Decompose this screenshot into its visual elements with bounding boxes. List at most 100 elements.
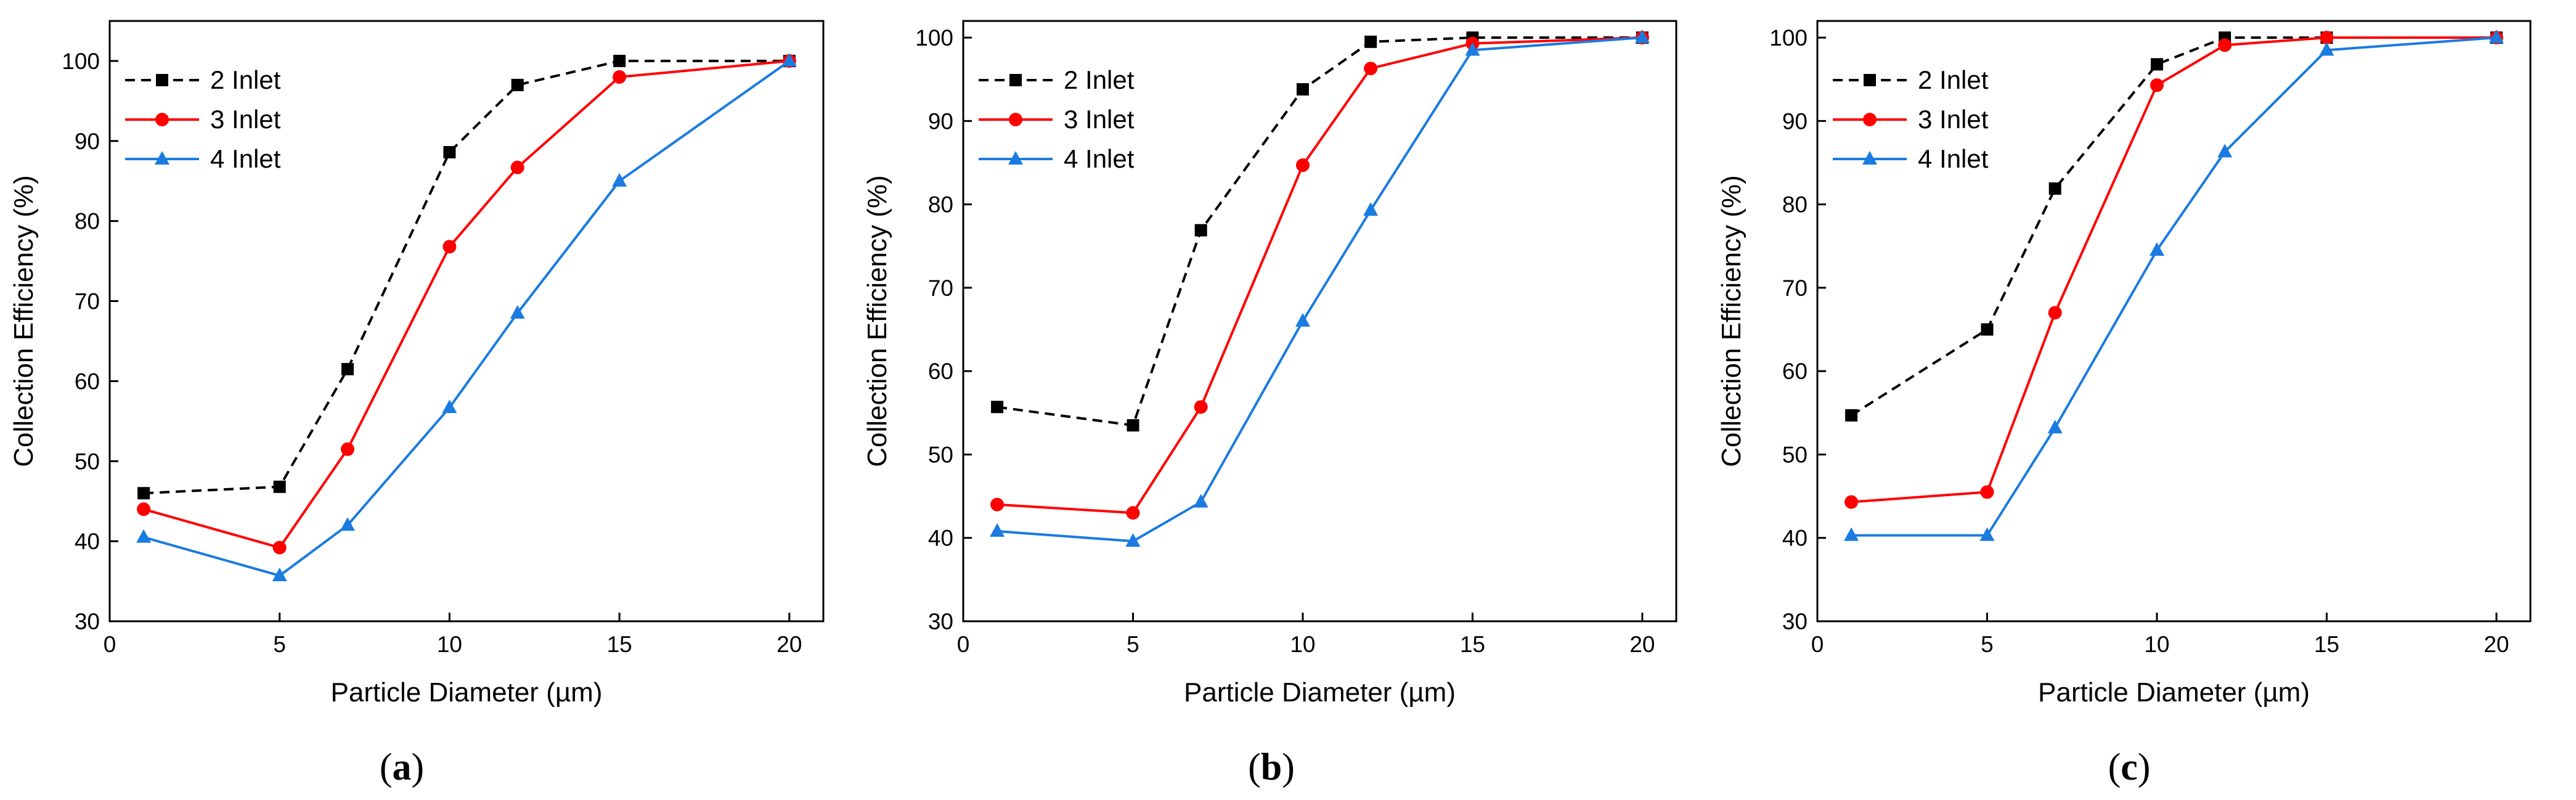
data-point-triangle (1193, 494, 1209, 508)
data-point-circle (1844, 495, 1859, 509)
x-tick-label: 20 (776, 632, 802, 657)
data-point-triangle (2319, 42, 2334, 56)
x-tick-label: 0 (957, 632, 970, 657)
legend-label: 3 Inlet (210, 105, 281, 134)
x-tick-label: 20 (1629, 632, 1655, 657)
y-tick-label: 90 (1782, 108, 1808, 134)
y-tick-label: 50 (1782, 442, 1808, 467)
data-point-triangle (990, 523, 1005, 537)
x-tick-label: 15 (1460, 632, 1485, 657)
x-axis-title: Particle Diameter (µm) (2038, 677, 2310, 708)
y-tick-label: 60 (1782, 359, 1808, 384)
series-line-2 (143, 60, 791, 577)
data-point-triangle (2047, 420, 2063, 434)
y-tick-label: 70 (928, 276, 953, 301)
legend-marker-triangle (155, 151, 169, 165)
data-point-triangle (781, 52, 797, 67)
legend-label: 4 Inlet (1064, 144, 1135, 173)
data-point-square (1981, 323, 1994, 336)
data-point-triangle (1125, 533, 1141, 547)
x-tick-label: 10 (2144, 632, 2169, 657)
y-axis-title: Collection Efficiency (%) (9, 175, 39, 467)
data-point-circle (2218, 38, 2232, 52)
y-tick-label: 100 (1769, 25, 1808, 51)
legend-marker-triangle (1008, 151, 1023, 165)
data-point-circle (510, 160, 524, 174)
data-point-triangle (136, 529, 152, 543)
data-point-circle (1364, 62, 1378, 76)
chart-panel-b: 0 5 10 15 20 30 40 50 60 70 80 90 100 Particle Diamet… (862, 20, 1677, 788)
x-tick-label: 5 (1127, 632, 1139, 657)
data-point-square (2150, 58, 2163, 71)
data-point-triangle (510, 305, 525, 319)
data-point-triangle (340, 517, 355, 531)
panel-label: (b) (1248, 746, 1295, 788)
data-point-triangle (2217, 144, 2233, 158)
data-point-square (2048, 182, 2061, 195)
legend-label: 3 Inlet (1918, 105, 1989, 134)
panel-label: (c) (2108, 746, 2151, 788)
y-tick-label: 30 (1782, 609, 1808, 634)
data-point-square (1194, 224, 1207, 237)
data-point-triangle (442, 399, 457, 414)
x-tick-label: 15 (607, 632, 632, 657)
data-point-triangle (1979, 527, 1995, 541)
plot-frame (1816, 20, 2532, 622)
x-tick-label: 10 (1290, 632, 1315, 657)
data-point-circle (137, 502, 151, 516)
data-point-square (1296, 83, 1309, 96)
data-point-square (273, 480, 286, 493)
data-point-triangle (2149, 242, 2164, 256)
data-point-circle (2150, 78, 2164, 92)
y-tick-label: 60 (928, 359, 953, 384)
y-tick-label: 70 (1782, 276, 1808, 301)
data-point-square (1127, 419, 1139, 432)
legend-marker-square (1864, 74, 1876, 86)
y-tick-label: 90 (928, 108, 953, 134)
legend-label: 2 Inlet (210, 65, 281, 94)
y-tick-label: 90 (75, 129, 100, 154)
y-axis-title: Collection Efficiency (%) (1716, 175, 1747, 467)
legend-label: 2 Inlet (1918, 65, 1989, 94)
data-point-circle (613, 70, 627, 84)
data-point-triangle (612, 173, 627, 187)
data-point-triangle (1844, 527, 1859, 541)
y-tick-label: 70 (75, 289, 100, 314)
data-point-square (511, 78, 524, 91)
data-point-triangle (1363, 202, 1379, 216)
y-tick-label: 60 (75, 369, 100, 394)
data-point-triangle (2488, 30, 2504, 44)
y-tick-label: 80 (75, 209, 100, 234)
data-point-square (137, 487, 150, 500)
y-tick-label: 80 (1782, 192, 1808, 218)
data-point-triangle (1295, 313, 1310, 327)
series-line-0 (997, 36, 1642, 427)
x-tick-label: 5 (1981, 632, 1994, 657)
y-tick-label: 80 (928, 192, 953, 218)
y-tick-label: 100 (915, 25, 953, 51)
data-point-circle (2048, 306, 2062, 320)
data-point-circle (990, 497, 1005, 512)
data-point-square (1845, 409, 1858, 422)
data-point-circle (341, 442, 354, 456)
data-point-circle (1980, 485, 1994, 499)
x-tick-label: 0 (1811, 632, 1824, 657)
data-point-triangle (272, 567, 287, 581)
y-tick-label: 30 (75, 609, 100, 634)
y-tick-label: 100 (62, 49, 100, 74)
legend-label: 2 Inlet (1064, 65, 1135, 94)
data-point-circle (2320, 31, 2334, 45)
data-point-square (341, 362, 354, 375)
data-point-square (1364, 35, 1377, 48)
data-point-square (613, 54, 626, 67)
x-tick-label: 5 (273, 632, 286, 657)
legend-marker-triangle (1862, 151, 1877, 165)
data-point-square (991, 401, 1004, 414)
x-axis-title: Particle Diameter (µm) (331, 677, 603, 708)
y-tick-label: 40 (1782, 526, 1808, 551)
x-tick-label: 0 (104, 632, 116, 657)
chart-panel-c: 0 5 10 15 20 30 40 50 60 70 80 90 100 Particle Diamet… (1716, 20, 2532, 788)
x-tick-label: 10 (437, 632, 462, 657)
legend-marker-square (156, 74, 168, 86)
